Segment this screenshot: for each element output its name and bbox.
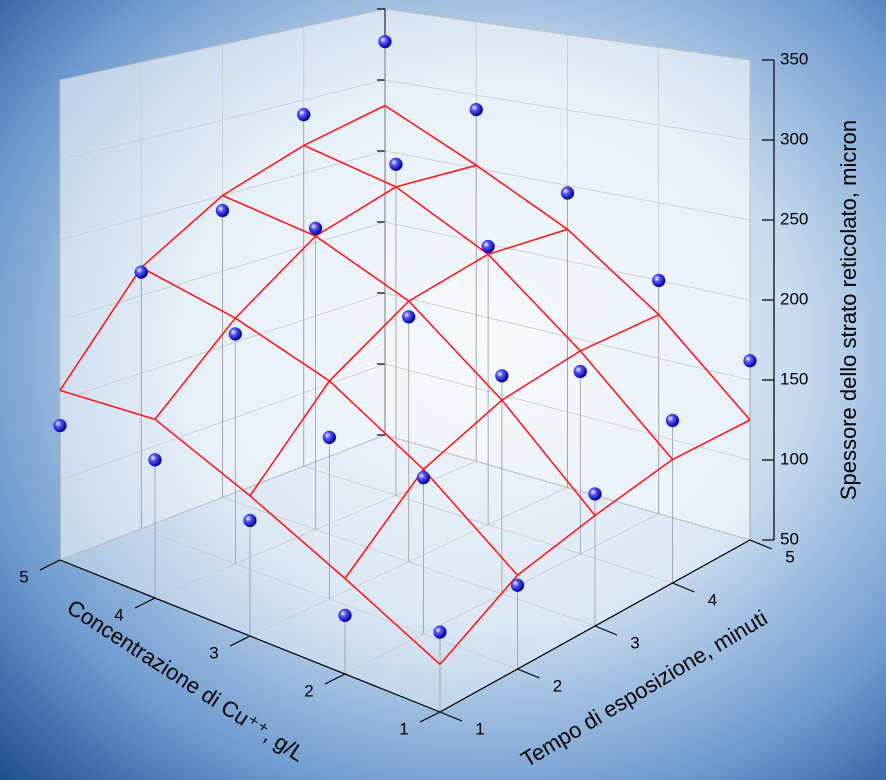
y-tick-label: 2 bbox=[553, 676, 562, 695]
z-axis-title: Spessore dello strato reticolato, micron bbox=[836, 120, 861, 500]
data-point bbox=[149, 453, 162, 466]
z-tick-label: 150 bbox=[780, 369, 808, 388]
data-point bbox=[389, 158, 402, 171]
data-point bbox=[229, 327, 242, 340]
data-point bbox=[470, 103, 483, 116]
data-point bbox=[744, 354, 757, 367]
data-point bbox=[482, 240, 495, 253]
data-point bbox=[379, 35, 392, 48]
data-point bbox=[135, 266, 148, 279]
data-point bbox=[402, 310, 415, 323]
data-point bbox=[54, 419, 67, 432]
data-point bbox=[434, 626, 447, 639]
data-point bbox=[561, 187, 574, 200]
x-tick-label: 3 bbox=[209, 643, 218, 662]
y-tick bbox=[673, 583, 695, 592]
y-tick bbox=[750, 540, 772, 549]
z-tick-label: 50 bbox=[780, 529, 799, 548]
x-tick bbox=[325, 674, 345, 684]
y-tick-label: 3 bbox=[630, 633, 639, 652]
x-tick bbox=[135, 598, 155, 608]
y-tick bbox=[518, 669, 540, 678]
data-point bbox=[511, 579, 524, 592]
x-tick bbox=[230, 636, 250, 646]
data-point bbox=[666, 414, 679, 427]
z-tick-label: 300 bbox=[780, 129, 808, 148]
data-point bbox=[297, 108, 310, 121]
data-point bbox=[244, 514, 257, 527]
x-tick bbox=[420, 712, 440, 722]
data-point bbox=[417, 471, 430, 484]
z-tick-label: 250 bbox=[780, 209, 808, 228]
data-point bbox=[574, 365, 587, 378]
y-tick-label: 4 bbox=[708, 590, 717, 609]
x-tick-label: 5 bbox=[19, 567, 28, 586]
z-tick-label: 200 bbox=[780, 289, 808, 308]
y-tick-label: 1 bbox=[475, 719, 484, 738]
y-tick bbox=[595, 626, 617, 635]
data-point bbox=[216, 204, 229, 217]
data-point bbox=[339, 609, 352, 622]
x-tick-label: 1 bbox=[399, 719, 408, 738]
data-point bbox=[495, 369, 508, 382]
x-tick bbox=[40, 560, 60, 570]
data-point bbox=[323, 431, 336, 444]
data-point bbox=[652, 274, 665, 287]
data-point bbox=[309, 222, 322, 235]
data-point bbox=[589, 488, 602, 501]
y-tick-label: 5 bbox=[785, 547, 794, 566]
x-tick-label: 2 bbox=[304, 681, 313, 700]
z-tick-label: 350 bbox=[780, 49, 808, 68]
y-tick bbox=[440, 712, 462, 721]
z-tick-label: 100 bbox=[780, 449, 808, 468]
chart: 123451234550100150200250300350Concentraz… bbox=[0, 0, 886, 780]
